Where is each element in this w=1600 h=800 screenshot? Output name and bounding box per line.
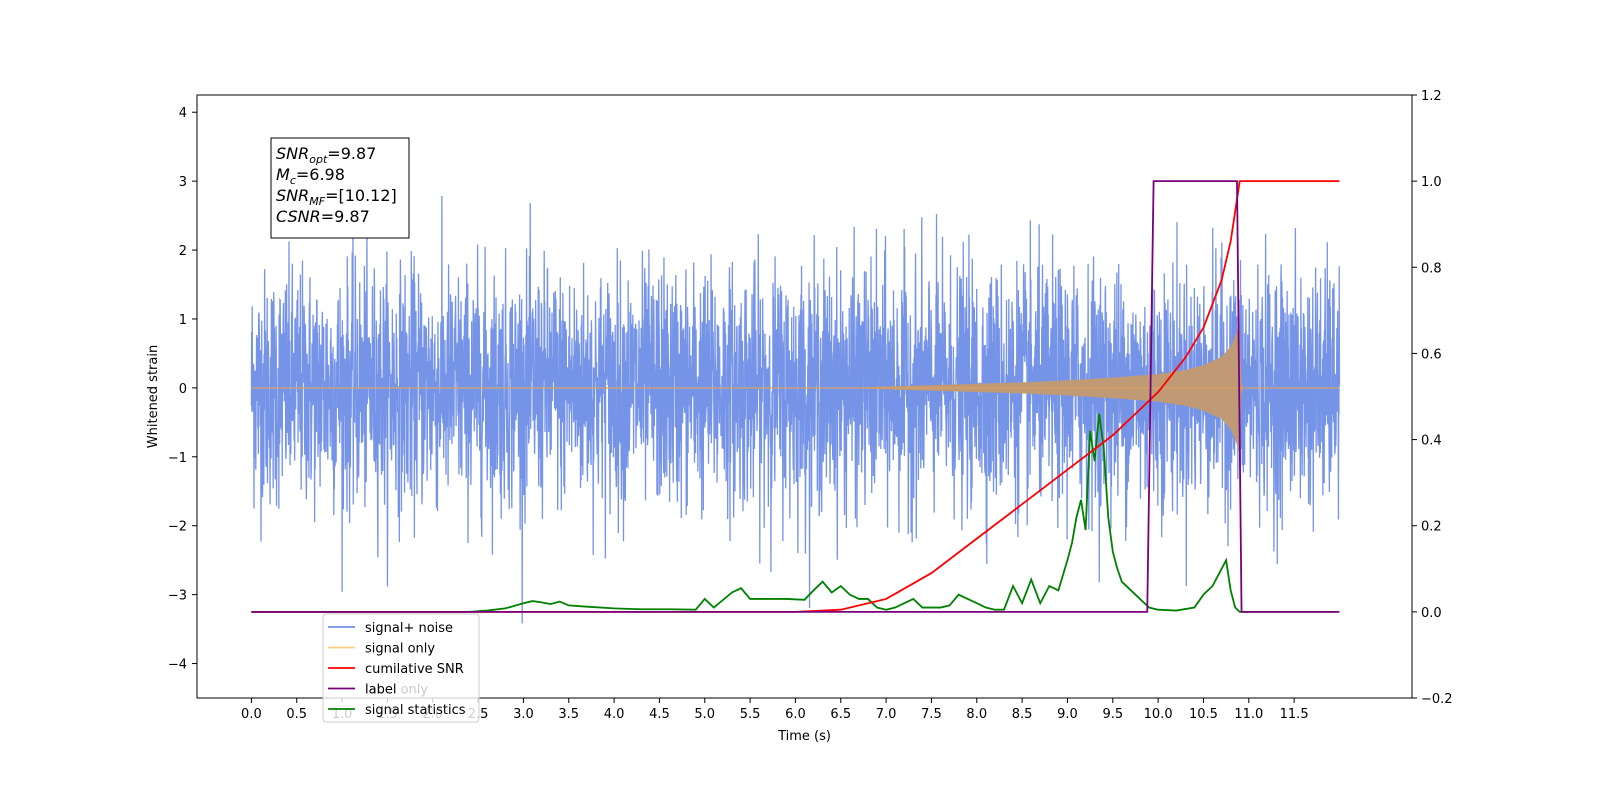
x-tick-label: 8.0 xyxy=(966,707,987,722)
x-tick-label: 3.0 xyxy=(513,707,534,722)
y2-tick-label: −0.2 xyxy=(1421,692,1453,707)
x-tick-label: 10.0 xyxy=(1144,707,1173,722)
y-tick-label: 1 xyxy=(179,313,187,328)
legend-label: label xyxy=(365,683,396,698)
series-cumulative-snr-line xyxy=(251,180,1340,613)
y2-tick-label: 1.0 xyxy=(1421,175,1442,190)
stats-line: SNRopt=9.87 xyxy=(276,144,376,166)
y2-tick-label: 0.6 xyxy=(1421,347,1442,362)
axes-frame xyxy=(196,94,1413,699)
x-tick-label: 6.0 xyxy=(785,707,806,722)
legend-label: cumilative SNR xyxy=(365,662,464,677)
x-tick-label: 10.5 xyxy=(1189,707,1218,722)
legend-label: signal statistics xyxy=(365,703,466,718)
legend-label: signal+ noise xyxy=(365,621,453,636)
y2-tick-label: 0.4 xyxy=(1421,434,1442,449)
x-tick-label: 0.0 xyxy=(241,707,262,722)
x-axis-label: Time (s) xyxy=(777,729,831,744)
y-tick-label: −2 xyxy=(168,520,187,535)
y-tick-label: 0 xyxy=(179,382,187,397)
y-tick-label: 3 xyxy=(179,175,187,190)
x-tick-label: 11.5 xyxy=(1280,707,1309,722)
stats-line: CSNR=9.87 xyxy=(276,207,370,226)
legend-label-ghost: label only xyxy=(365,683,428,698)
x-tick-label: 4.0 xyxy=(604,707,625,722)
stats-line: SNRMF=[10.12] xyxy=(276,186,397,208)
y2-tick-label: 1.2 xyxy=(1421,89,1442,104)
series-signal-noise-line xyxy=(250,196,1341,624)
stats-line: Mc=6.98 xyxy=(276,165,345,187)
y-axis-right: −0.2 0.0 0.2 0.4 0.6 0.8 1.0 1.2 xyxy=(1412,89,1453,707)
stats-box-frame xyxy=(270,137,410,239)
x-tick-label: 4.5 xyxy=(649,707,670,722)
y-tick-label: −1 xyxy=(168,451,187,466)
legend-label: signal only xyxy=(365,642,435,657)
y-axis-label: Whitened strain xyxy=(146,345,161,448)
y2-tick-label: 0.0 xyxy=(1421,606,1442,621)
x-tick-label: 9.0 xyxy=(1057,707,1078,722)
y2-tick-label: 0.8 xyxy=(1421,261,1442,276)
x-tick-label: 6.5 xyxy=(830,707,851,722)
y2-tick-label: 0.2 xyxy=(1421,520,1442,535)
legend: signal+ noise signal only cumilative SNR la… xyxy=(322,613,480,723)
legend-frame xyxy=(322,613,480,723)
y-tick-label: 4 xyxy=(179,106,187,121)
x-tick-label: 9.5 xyxy=(1102,707,1123,722)
x-tick-label: 7.0 xyxy=(876,707,897,722)
y-tick-label: −4 xyxy=(168,658,187,673)
y-axis-left: −4 −3 −2 −1 0 1 2 3 4 xyxy=(168,106,197,673)
x-tick-label: 8.5 xyxy=(1012,707,1033,722)
series-label-line xyxy=(251,180,1340,613)
x-tick-label: 0.5 xyxy=(286,707,307,722)
x-tick-label: 7.5 xyxy=(921,707,942,722)
x-tick-label: 3.5 xyxy=(558,707,579,722)
x-tick-label: 11.0 xyxy=(1234,707,1263,722)
series-signal-statistics-line xyxy=(251,413,1335,613)
y-tick-label: −3 xyxy=(168,589,187,604)
x-tick-label: 5.0 xyxy=(694,707,715,722)
plot-area xyxy=(250,180,1341,624)
y-tick-label: 2 xyxy=(179,244,187,259)
x-tick-label: 5.5 xyxy=(740,707,761,722)
